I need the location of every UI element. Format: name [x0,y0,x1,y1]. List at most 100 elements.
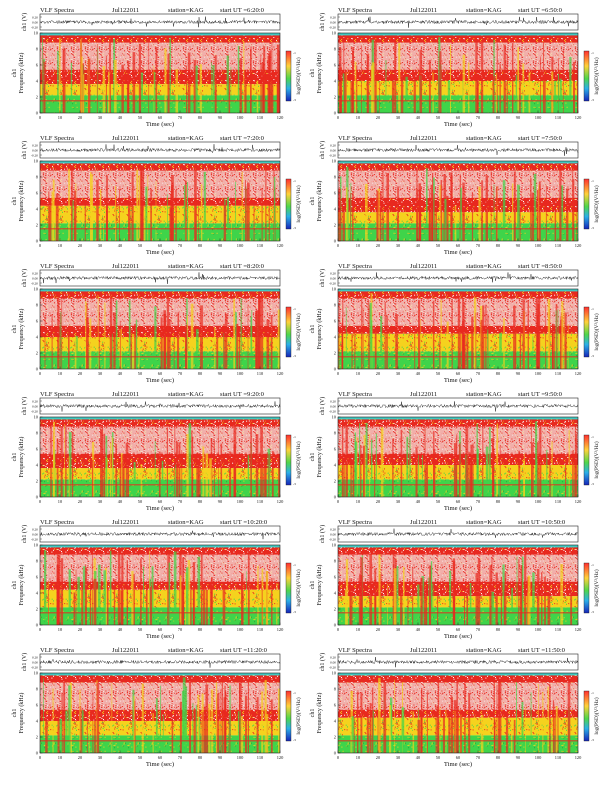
channel-axis-label: ch1 [310,197,316,206]
spectrogram-streak [354,61,357,113]
spectrogram-streak [541,572,543,625]
time-tick-label: 30 [396,243,401,248]
colorbar [583,434,590,486]
time-tick-label: 90 [218,755,223,760]
spectrogram-streak [190,303,194,369]
spectrogram-image [40,673,280,753]
spectrogram-streak [228,79,231,113]
spectrogram-streak [61,297,63,369]
spectrogram-streak [185,324,188,369]
spectrogram-streak [139,169,142,241]
spectrogram-streak [386,173,389,241]
spectrogram-streak [418,300,421,369]
spectrogram-streak [545,185,547,241]
spectrogram-streak [200,714,202,753]
spectrogram-streak [386,316,388,369]
spectrogram-streak [257,565,259,625]
spectrogram-image [40,417,280,497]
spectrogram-streak [555,706,558,753]
frequency-tick-label: 8 [36,175,39,180]
colorbar [285,562,292,614]
time-tick-label: 100 [535,115,542,120]
spectrogram-streak [368,299,370,369]
time-tick-label: 110 [555,115,562,120]
spectrogram-streak [394,37,397,113]
spectrogram-streak [513,171,516,241]
waveform-y-tick-label: 0.20 [32,528,38,532]
spectrogram-streak [115,186,117,241]
spectrogram-streak [277,44,280,113]
spectrogram-streak [510,717,513,753]
spectrogram-streak [203,171,206,241]
time-tick-label: 40 [416,371,421,376]
panel-header-station: station=KAG [466,647,502,654]
spectrogram-image [338,417,578,497]
spectrogram-streak [98,305,100,369]
spectrogram-streak [105,202,108,241]
frequency-axis-label: Frequency (kHz) [316,181,323,222]
waveform-y-axis-label: ch1 (V) [21,525,28,544]
spectrogram-streak [278,688,280,753]
spectrogram-streak [353,713,355,753]
time-tick-label: 10 [356,627,361,632]
spectrogram-streak [213,440,215,497]
spectrogram-streak [551,71,554,113]
spectrogram-streak [230,66,232,113]
spectrogram-streak [121,64,124,113]
spectrogram-streak [96,179,99,241]
spectrogram-streak [516,682,517,753]
spectrogram-streak [430,184,433,241]
panel-header-station: station=KAG [168,135,204,142]
spectrogram-streak [419,49,423,113]
spectrogram-streak [186,434,189,497]
spectrogram-streak [417,584,420,625]
frequency-tick-label: 4 [36,719,39,724]
spectrogram-streak [89,588,92,625]
spectrogram-streak [361,45,362,113]
frequency-tick-label: 4 [334,463,337,468]
spectrogram-streak [70,62,73,113]
spectrogram-streak [415,447,418,497]
spectrogram-streak [103,433,106,497]
time-tick-label: 60 [456,243,461,248]
spectrogram-streak [40,462,42,497]
spectrogram-streak [111,437,113,497]
spectrogram-streak [448,715,451,753]
spectrogram-streak [524,554,527,625]
frequency-tick-label: 2 [36,95,38,100]
spectrogram-streak [48,204,52,241]
spectrogram-streak [505,712,509,753]
spectrogram-streak [572,450,574,497]
spectrogram-streak [192,703,194,753]
spectrogram-streak [168,319,171,369]
spectrogram-streak [239,58,242,113]
spectrogram-streak [521,701,524,753]
waveform-y-axis-label: ch1 (V) [319,13,326,32]
frequency-tick-label: 4 [36,335,39,340]
spectrogram-streak [145,582,148,625]
spectrogram-streak [214,55,217,113]
panel-header-date: Jul122011 [410,391,437,398]
time-tick-label: 40 [118,627,123,632]
spectrogram-streak [86,700,88,753]
spectrogram-streak [179,575,182,625]
spectrogram-streak [89,318,92,369]
waveform-y-axis-label: ch1 (V) [319,525,326,544]
spectrogram-streak [160,317,163,369]
spectrogram-streak [547,592,551,625]
spectrogram-streak [88,58,91,113]
spectrogram-streak [253,201,255,241]
spectrogram-streak [540,56,541,113]
spectrogram-streak [377,714,379,753]
spectrogram-streak [574,423,576,497]
time-tick-label: 120 [575,627,582,632]
spectrogram-streak [432,300,435,369]
spectrogram-streak [379,191,382,241]
spectrogram-streak [119,320,121,369]
spectrogram-streak [42,37,43,113]
time-tick-label: 80 [198,627,203,632]
frequency-tick-label: 4 [36,591,39,596]
spectrogram-streak [221,680,223,753]
waveform-line [39,272,281,284]
waveform-y-tick-label: 0.20 [330,272,336,276]
